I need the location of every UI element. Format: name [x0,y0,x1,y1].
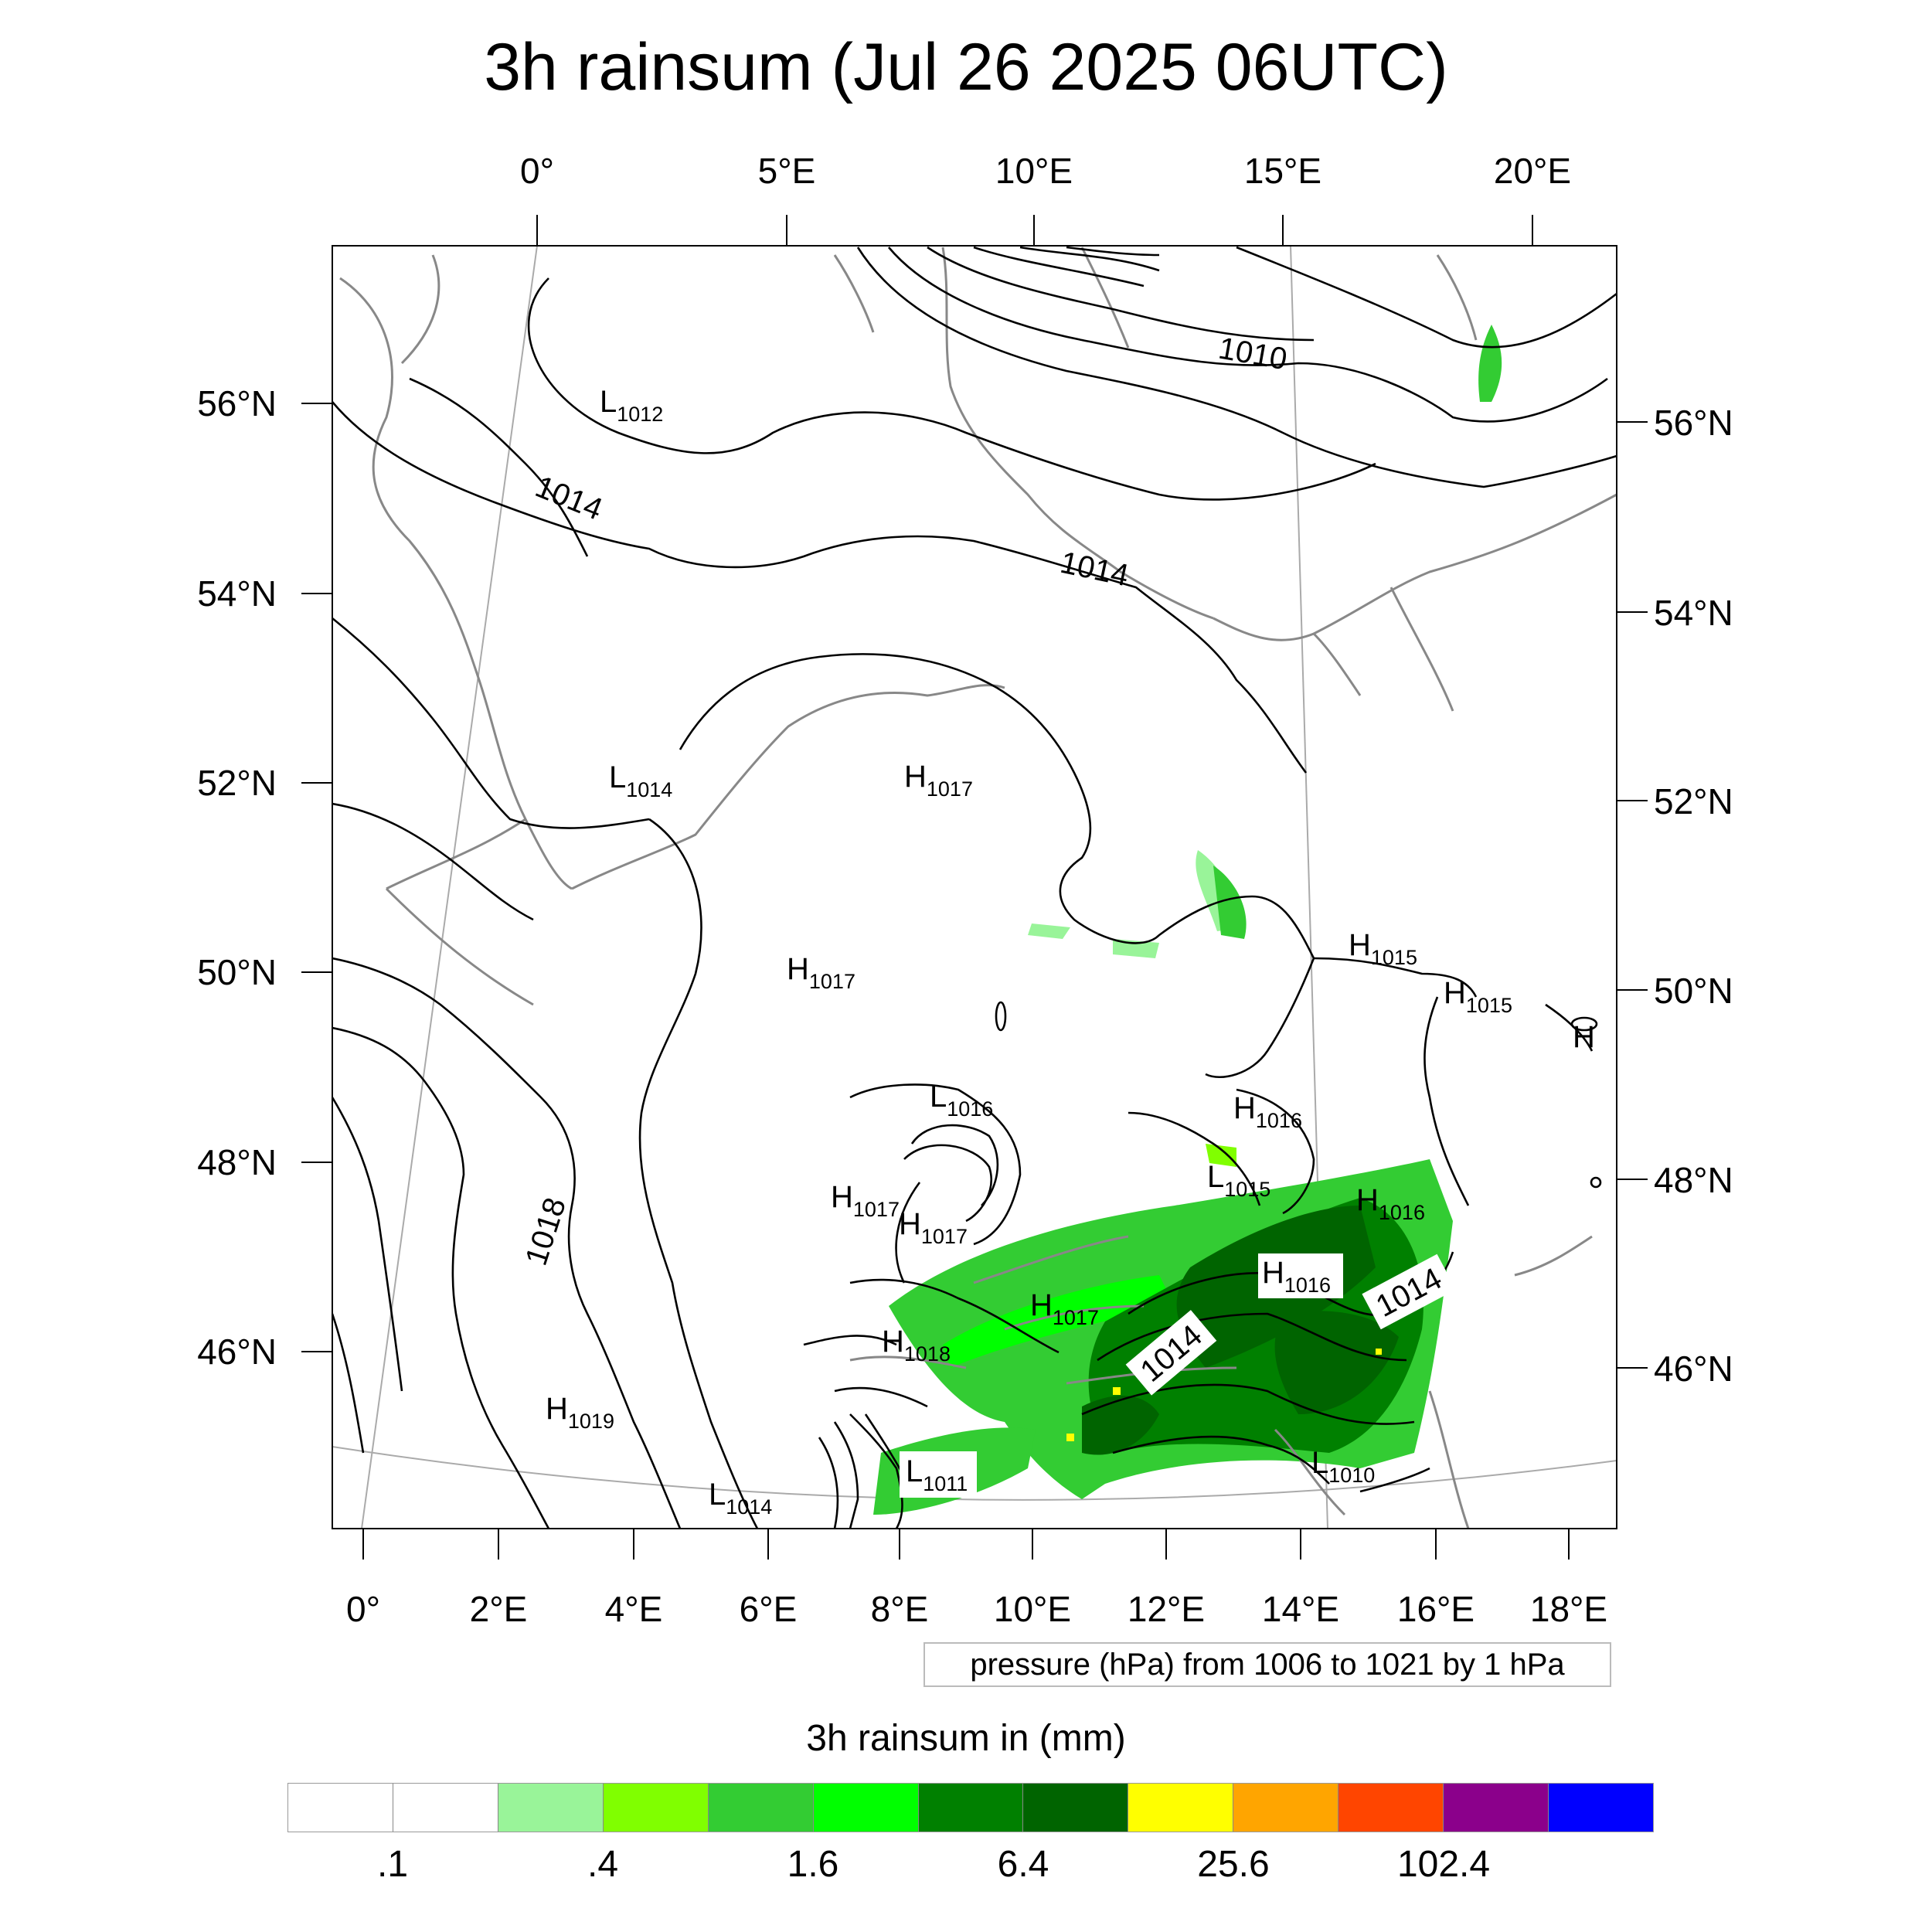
bottom-lon-label: 18°E [1530,1589,1607,1629]
pressure-center: H1018 [882,1325,951,1366]
pressure-center: H1017 [1030,1288,1099,1329]
pressure-center: L1015 [1207,1160,1270,1201]
colorbar-cell [918,1784,1024,1832]
top-lon-label: 15°E [1244,151,1321,191]
pressure-center: H1017 [899,1207,968,1248]
colorbar-cell [393,1784,498,1832]
right-lat-label: 52°N [1654,781,1733,821]
bottom-lon-label: 14°E [1262,1589,1339,1629]
right-lat-label: 48°N [1654,1160,1733,1200]
pressure-center: H1017 [904,760,973,801]
top-axis [536,215,1533,246]
pressure-center: L1014 [609,760,672,801]
pressure-center: H1019 [546,1392,614,1433]
left-axis [301,403,332,1352]
colorbar-label: .1 [376,1844,409,1885]
pressure-center: H1015 [1444,976,1512,1017]
bottom-lon-label: 10°E [994,1589,1071,1629]
colorbar-title: 3h rainsum in (mm) [806,1718,1126,1759]
bottom-lon-label: 0° [346,1589,380,1629]
right-lat-label: 46°N [1654,1349,1733,1389]
bottom-axis-labels: 0° 2°E 4°E 6°E 8°E 10°E 12°E 14°E 16°E 1… [346,1589,1607,1629]
pressure-center: L1010 [1311,1446,1375,1487]
colorbar-label: 6.4 [997,1844,1049,1885]
bottom-lon-label: 4°E [605,1589,663,1629]
bottom-axis [362,1529,1570,1560]
pressure-center: H1016 [1233,1091,1302,1132]
map-panel: 1010 1014 1014 1018 1014 1014 L1012 L101… [332,246,1617,1529]
pressure-center: L1014 [709,1478,772,1519]
top-lon-label: 0° [520,151,554,191]
right-axis-labels: 56°N 54°N 52°N 50°N 48°N 46°N [1654,403,1733,1389]
left-lat-label: 46°N [197,1332,277,1372]
colorbar-cell [603,1784,709,1832]
colorbar-cell [708,1784,814,1832]
pressure-center: L1016 [930,1080,993,1121]
colorbar-cell [813,1784,919,1832]
pressure-center: L1011 [906,1454,968,1495]
colorbar-cell [1233,1784,1339,1832]
right-lat-label: 56°N [1654,403,1733,443]
pressure-center: H1017 [787,952,855,993]
contour-label: 1014 [1057,546,1131,594]
bottom-lon-label: 12°E [1128,1589,1205,1629]
colorbar-cell [1549,1784,1653,1832]
left-lat-label: 56°N [197,383,277,423]
colorbar-label: .4 [587,1844,619,1885]
colorbar-cell [1338,1784,1444,1832]
top-lon-label: 10°E [995,151,1073,191]
top-axis-labels: 0° 5°E 10°E 15°E 20°E [520,151,1571,191]
coastlines [339,247,1617,1529]
colorbar [287,1783,1654,1832]
contour-info-box: pressure (hPa) from 1006 to 1021 by 1 hP… [923,1642,1611,1687]
bottom-lon-label: 8°E [871,1589,929,1629]
pressure-center: H1015 [1349,928,1417,969]
colorbar-cell [1128,1784,1234,1832]
left-lat-label: 48°N [197,1142,277,1182]
contour-label: 1014 [531,470,607,527]
colorbar-cell [1444,1784,1549,1832]
colorbar-cell [288,1784,393,1832]
top-lon-label: 5°E [758,151,816,191]
colorbar-cell [1023,1784,1129,1832]
pressure-centers: L1012 L1014 H1017 H1017 H1015 H1015 L101… [546,385,1595,1519]
left-lat-label: 54°N [197,573,277,614]
pressure-center: L1012 [600,385,663,426]
pressure-center: H [1573,1020,1595,1054]
colorbar-label: 1.6 [787,1844,839,1885]
bottom-lon-label: 16°E [1397,1589,1475,1629]
top-lon-label: 20°E [1494,151,1571,191]
map-title: 3h rainsum (Jul 26 2025 06UTC) [484,30,1448,104]
pressure-center: H1017 [831,1180,900,1221]
left-axis-labels: 56°N 54°N 52°N 50°N 48°N 46°N [197,383,277,1372]
left-lat-label: 52°N [197,763,277,803]
contour-label: 1018 [519,1194,573,1270]
colorbar-label: 102.4 [1396,1844,1491,1885]
colorbar-label: 25.6 [1197,1844,1270,1885]
bottom-lon-label: 2°E [470,1589,528,1629]
colorbar-cell [498,1784,604,1832]
pressure-center: H1016 [1356,1183,1425,1224]
bottom-lon-label: 6°E [740,1589,798,1629]
pressure-center: H1016 [1262,1256,1331,1297]
right-lat-label: 50°N [1654,971,1733,1011]
map-frame [332,245,1617,1529]
right-lat-label: 54°N [1654,593,1733,633]
left-lat-label: 50°N [197,952,277,992]
right-axis [1617,421,1648,1369]
